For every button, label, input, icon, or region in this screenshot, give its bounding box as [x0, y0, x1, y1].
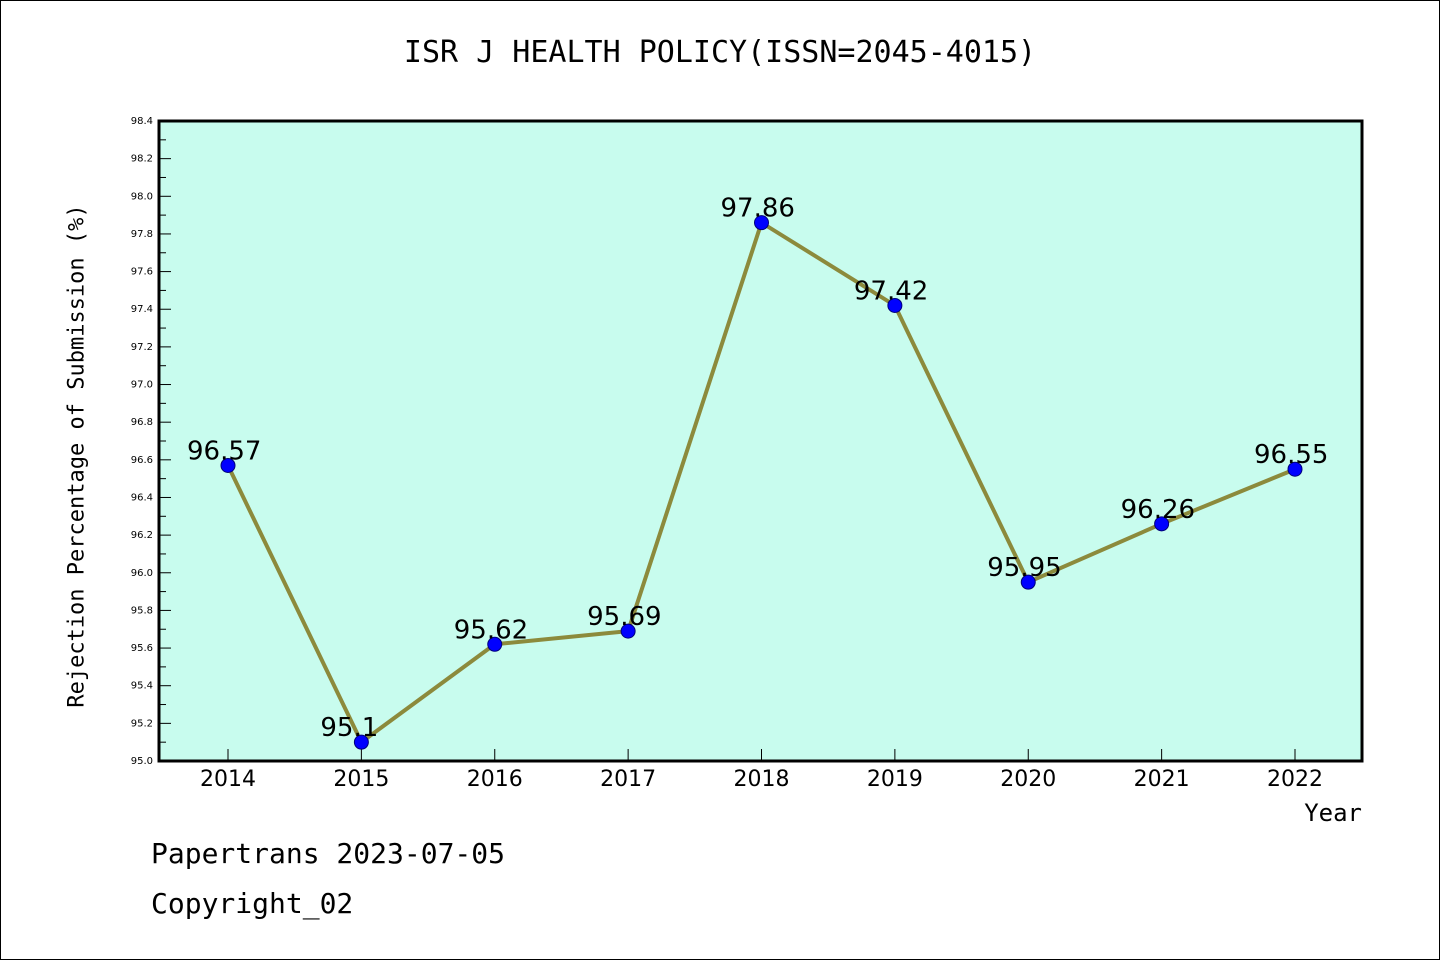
- data-label: 96.55: [1254, 440, 1328, 470]
- footer-copyright: Copyright_02: [151, 887, 354, 920]
- x-tick-label: 2016: [467, 767, 523, 792]
- y-tick-label: 96.0: [131, 568, 153, 579]
- x-tick-label: 2015: [333, 767, 389, 792]
- y-tick-label: 97.8: [131, 229, 153, 240]
- y-tick-label: 95.6: [131, 643, 153, 654]
- y-tick-label: 97.4: [131, 304, 153, 315]
- data-label: 95.62: [454, 615, 528, 645]
- plot-border: [157, 119, 1364, 763]
- y-tick-label: 96.8: [131, 417, 153, 428]
- data-point: [353, 734, 369, 750]
- y-tick-label: 95.4: [131, 681, 153, 692]
- data-label: 95.95: [987, 553, 1061, 583]
- x-tick-label: 2021: [1134, 767, 1190, 792]
- x-tick-label: 2020: [1000, 767, 1056, 792]
- y-tick-label: 96.4: [131, 492, 153, 503]
- x-tick-label: 2022: [1267, 767, 1323, 792]
- x-tick-label: 2014: [200, 767, 256, 792]
- data-label: 96.26: [1121, 495, 1195, 525]
- chart-title: ISR J HEALTH POLICY(ISSN=2045-4015): [403, 35, 1037, 70]
- data-point: [220, 457, 236, 473]
- data-label: 97.42: [854, 276, 928, 306]
- data-point: [1020, 574, 1036, 590]
- y-tick-label: 98.0: [131, 191, 153, 202]
- data-label: 95.1: [320, 713, 378, 743]
- y-tick-label: 98.4: [131, 116, 153, 127]
- y-tick-label: 95.0: [131, 756, 153, 767]
- x-axis-label: Year: [1304, 799, 1362, 827]
- data-label: 97.86: [721, 194, 795, 224]
- y-tick-label: 97.6: [131, 267, 153, 278]
- y-tick-label: 96.2: [131, 530, 153, 541]
- data-label: 95.69: [587, 602, 661, 632]
- x-tick-label: 2018: [734, 767, 790, 792]
- data-point: [620, 623, 636, 639]
- data-point: [1154, 516, 1170, 532]
- y-tick-label: 97.0: [131, 380, 153, 391]
- x-tick-label: 2019: [867, 767, 923, 792]
- y-tick-label: 97.2: [131, 342, 153, 353]
- data-label: 96.57: [187, 436, 261, 466]
- y-tick-label: 95.2: [131, 718, 153, 729]
- footer-date: Papertrans 2023-07-05: [151, 837, 506, 870]
- x-tick-label: 2017: [600, 767, 656, 792]
- data-point: [887, 297, 903, 313]
- data-point: [754, 215, 769, 231]
- y-tick-label: 96.6: [131, 455, 153, 466]
- data-point: [1287, 461, 1303, 477]
- y-tick-label: 98.2: [131, 154, 153, 165]
- y-tick-label: 95.8: [131, 605, 153, 616]
- data-point: [487, 636, 503, 652]
